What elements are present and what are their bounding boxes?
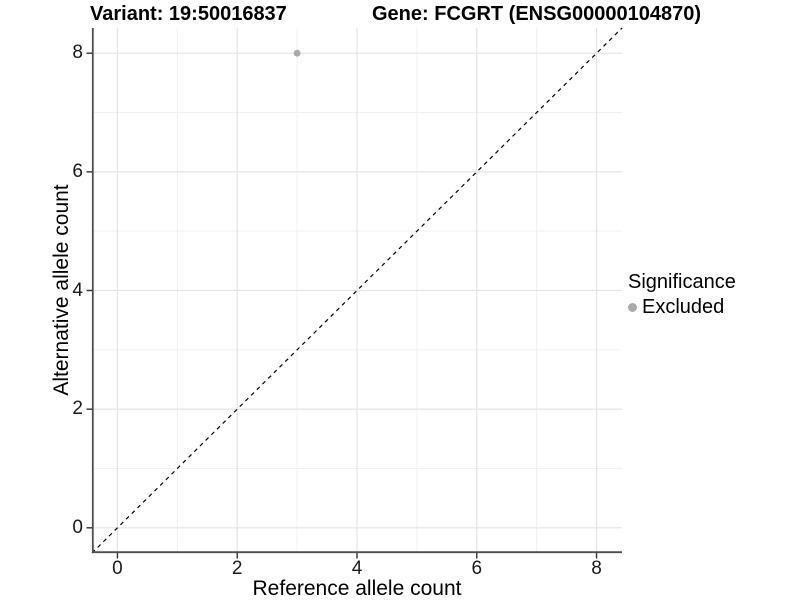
y-tick-label: 4 — [72, 279, 83, 301]
legend: Significance Excluded — [628, 271, 736, 319]
y-tick-label: 8 — [72, 42, 83, 64]
x-tick-label: 2 — [231, 558, 243, 579]
legend-items: Excluded — [628, 296, 736, 319]
x-tick-label: 8 — [591, 558, 602, 579]
x-axis-title: Reference allele count — [252, 577, 462, 600]
y-axis-title: Alternative allele count — [50, 184, 73, 396]
legend-title: Significance — [628, 271, 736, 293]
y-tick-label: 2 — [72, 398, 83, 420]
variant-title: Variant: 19:50016837 — [90, 3, 287, 25]
gene-title: Gene: FCGRT (ENSG00000104870) — [372, 3, 702, 25]
plot-panel — [86, 27, 623, 559]
y-tick-label: 6 — [72, 160, 83, 182]
legend-item: Excluded — [628, 296, 736, 319]
legend-key-dot-icon — [628, 303, 637, 312]
x-tick-label: 0 — [112, 558, 123, 579]
x-tick-label: 6 — [471, 558, 483, 579]
x-tick-label: 4 — [351, 558, 363, 579]
y-tick-label: 0 — [72, 516, 83, 538]
legend-item-label: Excluded — [642, 296, 725, 318]
data-point — [293, 49, 301, 57]
